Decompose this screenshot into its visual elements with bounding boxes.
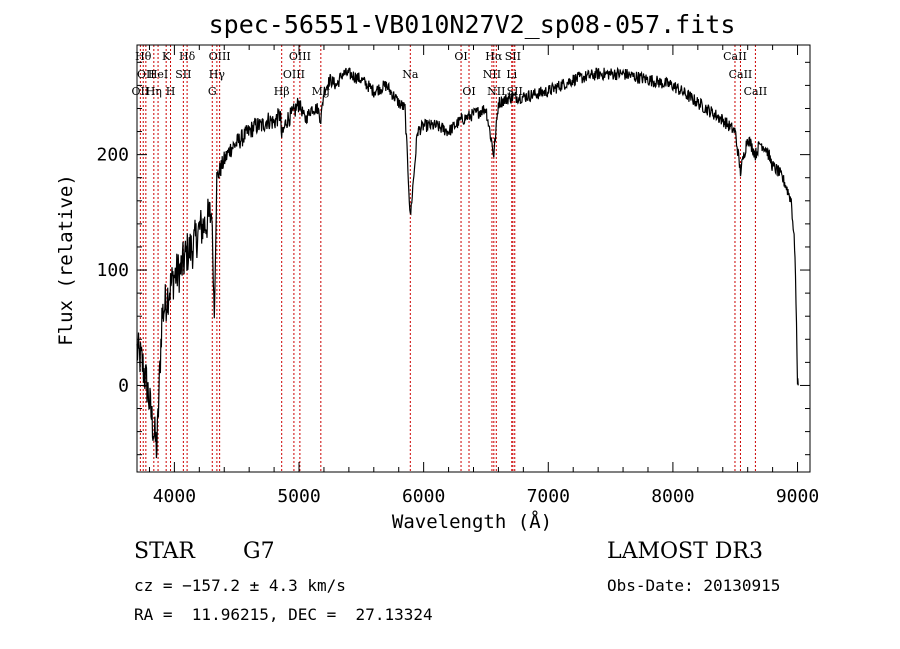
object-subclass: G7	[243, 539, 275, 564]
x-tick-label-9000: 9000	[776, 486, 819, 507]
x-tick-label-7000: 7000	[527, 486, 570, 507]
line-label-12: Hβ	[274, 85, 290, 98]
line-label-19: NII	[483, 68, 501, 81]
line-label-11: OIII	[209, 50, 231, 63]
line-label-20: Hα	[485, 50, 503, 63]
line-label-23: SII	[505, 50, 521, 63]
chart-title: spec-56551-VB010N27V2_sp08-057.fits	[209, 10, 736, 39]
line-label-1: Hθ	[135, 50, 152, 63]
object-class: STAR	[134, 539, 195, 564]
line-label-8: Hδ	[179, 50, 196, 63]
spectral-line-labels: OIIHθOIIHηHeIKHSIIHδGHγOIIIHβOIIIOIIIMgN…	[132, 50, 768, 98]
line-label-17: OI	[454, 50, 467, 63]
survey-name: LAMOST DR3	[607, 539, 763, 564]
coordinates-text: RA = 11.96215, DEC = 27.13324	[134, 605, 433, 624]
line-label-25: CaII	[723, 50, 747, 63]
line-label-13: OIII	[283, 68, 305, 81]
line-label-2: OII	[137, 68, 155, 81]
line-label-10: Hγ	[209, 68, 226, 81]
y-axis-label: Flux (relative)	[55, 174, 77, 346]
redshift-text: cz = −157.2 ± 4.3 km/s	[134, 576, 346, 595]
x-tick-label-5000: 5000	[277, 486, 320, 507]
line-label-4: HeI	[148, 68, 168, 81]
spectral-line-markers	[139, 45, 756, 472]
spectrum-series-line	[136, 66, 799, 459]
x-tick-label-6000: 6000	[402, 486, 445, 507]
line-label-6: H	[166, 85, 176, 98]
line-label-3: Hη	[146, 85, 162, 98]
line-label-21: NII	[487, 85, 505, 98]
line-label-0: OII	[132, 85, 150, 98]
x-axis-ticks: 4000 5000 6000 7000 8000 9000	[148, 45, 819, 507]
y-axis-ticks: 0 100 200	[96, 61, 810, 456]
line-label-7: SII	[175, 68, 191, 81]
line-label-22: Li	[506, 68, 517, 81]
line-label-18: OI	[462, 85, 475, 98]
line-label-26: CaII	[729, 68, 753, 81]
y-tick-label-200: 200	[96, 145, 129, 166]
x-tick-label-8000: 8000	[651, 486, 694, 507]
obs-date-text: Obs-Date: 20130915	[607, 576, 781, 595]
line-label-9: G	[208, 85, 217, 98]
spectrum-chart: spec-56551-VB010N27V2_sp08-057.fits OIIH…	[55, 10, 819, 533]
line-label-16: Na	[402, 68, 419, 81]
line-label-14: OIII	[289, 50, 311, 63]
y-tick-label-0: 0	[118, 375, 129, 396]
line-label-5: K	[162, 50, 171, 63]
x-tick-label-4000: 4000	[153, 486, 196, 507]
y-tick-label-100: 100	[96, 260, 129, 281]
line-label-27: CaII	[744, 85, 768, 98]
line-label-24: SII	[507, 85, 523, 98]
x-axis-label: Wavelength (Å)	[392, 510, 552, 533]
